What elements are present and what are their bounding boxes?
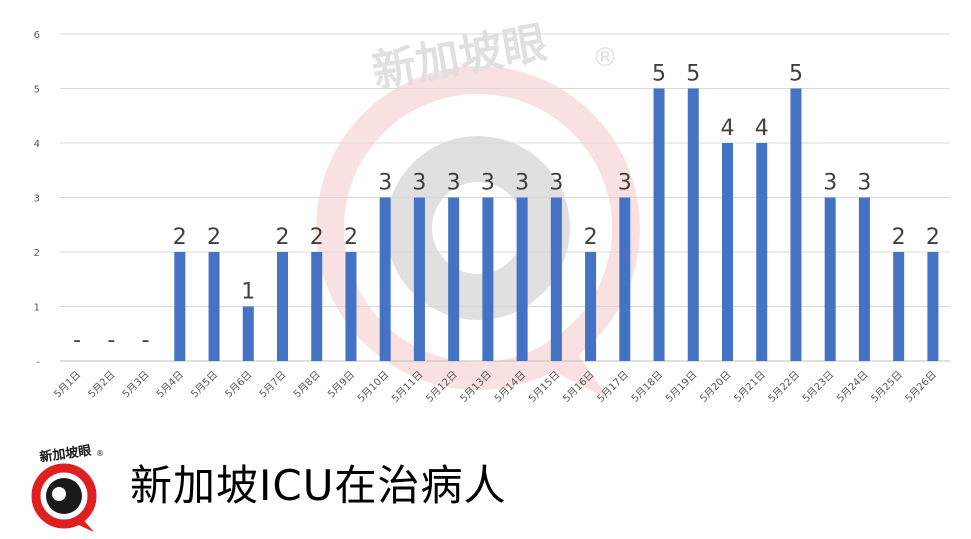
logo-registered-mark: ® bbox=[96, 449, 104, 458]
x-tick-label: 5月10日 bbox=[355, 369, 391, 405]
x-tick-label: 5月8日 bbox=[291, 369, 323, 401]
gridlines bbox=[60, 33, 950, 362]
bar bbox=[722, 143, 733, 361]
data-label: - bbox=[142, 328, 150, 353]
data-label: 5 bbox=[789, 62, 803, 87]
bar bbox=[619, 197, 631, 361]
bar bbox=[858, 197, 870, 361]
x-tick-label: 5月20日 bbox=[697, 369, 733, 405]
bar bbox=[277, 252, 288, 361]
bar bbox=[927, 252, 939, 361]
bar bbox=[585, 252, 597, 361]
x-tick-label: 5月3日 bbox=[120, 369, 152, 401]
bar bbox=[413, 197, 425, 361]
bar bbox=[482, 197, 494, 361]
watermark-registered-mark: ® bbox=[592, 43, 618, 73]
bar bbox=[550, 197, 562, 361]
data-label: 1 bbox=[241, 280, 255, 305]
data-label: 2 bbox=[276, 225, 290, 250]
data-label: 2 bbox=[310, 225, 324, 250]
bar bbox=[756, 143, 768, 361]
bar bbox=[448, 197, 460, 361]
x-tick-label: 5月9日 bbox=[325, 369, 357, 401]
data-label: 3 bbox=[412, 171, 426, 196]
data-label: 3 bbox=[481, 171, 495, 196]
x-tick-label: 5月25日 bbox=[869, 369, 905, 405]
data-label: 4 bbox=[721, 116, 735, 141]
bars bbox=[174, 88, 939, 361]
bar bbox=[311, 252, 323, 361]
logo-brand-text: 新加坡眼 bbox=[39, 442, 94, 465]
bar bbox=[790, 88, 802, 361]
data-label: 2 bbox=[584, 225, 598, 250]
data-label: 5 bbox=[686, 62, 700, 87]
y-tick-label: 4 bbox=[34, 139, 40, 150]
bar bbox=[893, 252, 905, 361]
x-tick-label: 5月23日 bbox=[800, 369, 836, 405]
y-tick-label: - bbox=[36, 357, 40, 368]
logo-tail-icon bbox=[72, 516, 94, 532]
x-tick-label: 5月1日 bbox=[52, 369, 84, 401]
data-label: 2 bbox=[892, 225, 906, 250]
data-label: 2 bbox=[926, 225, 940, 250]
brand-logo: 新加坡眼 ® bbox=[31, 442, 104, 532]
x-tick-label: 5月18日 bbox=[629, 369, 665, 405]
x-tick-label: 5月21日 bbox=[732, 369, 768, 405]
data-label: 3 bbox=[618, 171, 632, 196]
x-tick-label: 5月26日 bbox=[903, 369, 939, 405]
footer: 新加坡眼 ® 新加坡ICU在治病人 bbox=[0, 430, 971, 539]
logo-eye-highlight bbox=[52, 487, 66, 501]
data-label: 2 bbox=[207, 225, 221, 250]
bar bbox=[242, 306, 254, 361]
y-tick-label: 5 bbox=[34, 85, 40, 96]
y-tick-label: 3 bbox=[34, 194, 40, 205]
data-label: - bbox=[107, 328, 115, 353]
x-tick-label: 5月6日 bbox=[223, 369, 255, 401]
footer-title: 新加坡ICU在治病人 bbox=[130, 461, 507, 510]
bar bbox=[345, 252, 357, 361]
y-tick-label: 6 bbox=[34, 30, 40, 41]
x-tick-label: 5月19日 bbox=[663, 369, 699, 405]
bar bbox=[687, 88, 699, 361]
data-label: 3 bbox=[823, 171, 837, 196]
data-label: 3 bbox=[447, 171, 461, 196]
x-tick-label: 5月11日 bbox=[389, 369, 425, 405]
data-label: 5 bbox=[652, 62, 666, 87]
x-tick-label: 5月4日 bbox=[154, 369, 186, 401]
y-tick-label: 1 bbox=[34, 303, 40, 314]
bar bbox=[379, 197, 391, 361]
x-tick-label: 5月22日 bbox=[766, 369, 802, 405]
watermark: 新加坡眼 ® bbox=[316, 17, 640, 400]
logo-ring-icon bbox=[31, 463, 97, 529]
data-label: 4 bbox=[755, 116, 769, 141]
bar bbox=[208, 252, 220, 361]
bar bbox=[174, 252, 186, 361]
data-label: 2 bbox=[173, 225, 187, 250]
x-tick-label: 5月7日 bbox=[257, 369, 289, 401]
data-label: 3 bbox=[515, 171, 529, 196]
y-axis-ticks: - 1 2 3 4 5 6 bbox=[34, 30, 41, 368]
data-label: - bbox=[73, 328, 81, 353]
x-tick-label: 5月5日 bbox=[189, 369, 221, 401]
data-label: 2 bbox=[344, 225, 358, 250]
bar bbox=[824, 197, 836, 361]
data-label: 3 bbox=[857, 171, 871, 196]
bar bbox=[516, 197, 528, 361]
x-tick-label: 5月24日 bbox=[834, 369, 870, 405]
bar bbox=[653, 88, 665, 361]
data-label: 3 bbox=[549, 171, 563, 196]
data-label: 3 bbox=[378, 171, 392, 196]
y-tick-label: 2 bbox=[34, 248, 40, 259]
x-tick-label: 5月2日 bbox=[86, 369, 118, 401]
